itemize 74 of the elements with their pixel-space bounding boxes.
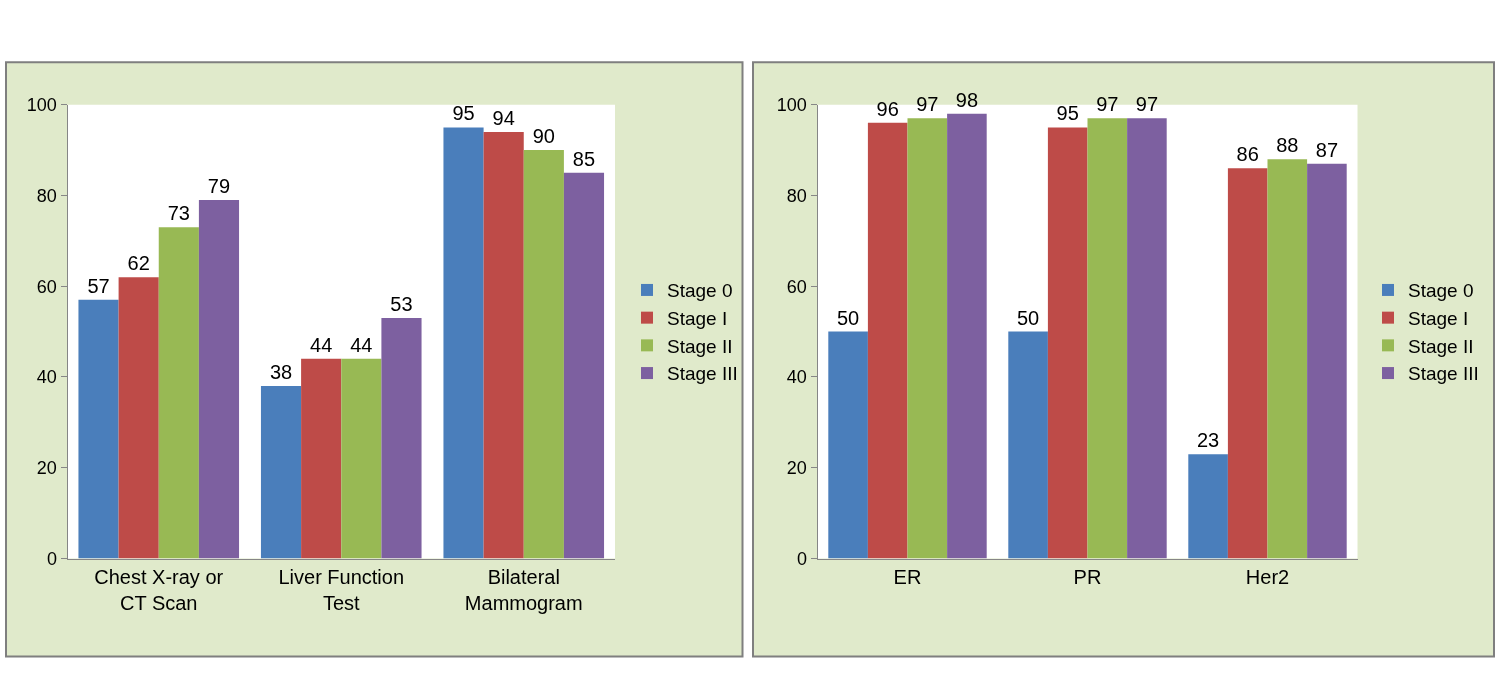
y-tick-label: 20 xyxy=(36,458,57,479)
data-label: 50 xyxy=(1016,306,1040,329)
data-label: 44 xyxy=(350,333,373,356)
bar xyxy=(563,172,605,559)
data-label: 97 xyxy=(1135,93,1159,116)
bar xyxy=(1267,159,1308,559)
bar xyxy=(828,331,868,559)
data-label: 98 xyxy=(955,88,979,111)
y-tick-label: 0 xyxy=(796,548,807,569)
bar xyxy=(1188,454,1228,559)
bar xyxy=(1307,163,1347,559)
bar xyxy=(198,199,240,559)
x-tick-label: Liver Function Test xyxy=(278,565,405,614)
legend-label: Stage I xyxy=(1408,308,1469,330)
data-label: 62 xyxy=(127,252,150,275)
bar xyxy=(158,227,199,559)
legend-label: Stage I xyxy=(667,308,728,330)
bar xyxy=(118,277,159,559)
data-label: 79 xyxy=(207,174,231,197)
bar xyxy=(260,386,302,559)
bar xyxy=(1227,168,1268,559)
data-label: 94 xyxy=(492,106,515,129)
data-label: 88 xyxy=(1276,134,1299,157)
legend-label: Stage II xyxy=(667,335,733,357)
legend-label: Stage III xyxy=(667,363,738,385)
data-label: 87 xyxy=(1315,138,1339,161)
x-tick-label: Bilateral Mammogram xyxy=(464,565,583,614)
data-label: 97 xyxy=(916,93,939,116)
y-tick-label: 40 xyxy=(36,367,57,388)
x-tick-label: Chest X-ray or CT Scan xyxy=(94,565,224,614)
bar xyxy=(443,127,484,559)
y-tick-label: 40 xyxy=(786,367,807,388)
bar xyxy=(1047,127,1088,559)
data-label: 23 xyxy=(1196,429,1220,452)
data-label: 50 xyxy=(836,306,860,329)
data-label: 96 xyxy=(876,97,899,120)
legend-label: Stage II xyxy=(1408,335,1474,357)
bar xyxy=(78,299,119,559)
data-label: 53 xyxy=(390,292,413,315)
y-tick-label: 60 xyxy=(36,276,57,297)
y-tick-label: 80 xyxy=(36,185,57,206)
bar xyxy=(381,317,422,559)
data-label: 38 xyxy=(269,361,293,384)
bar xyxy=(523,150,564,559)
legend-label: Stage 0 xyxy=(667,280,733,302)
bar xyxy=(907,118,948,559)
legend-label: Stage III xyxy=(1408,363,1479,385)
y-tick-label: 100 xyxy=(26,94,57,115)
data-label: 95 xyxy=(452,102,475,125)
data-label: 97 xyxy=(1096,93,1119,116)
data-label: 85 xyxy=(572,147,596,170)
x-tick-label: ER xyxy=(893,565,922,588)
legend-label: Stage 0 xyxy=(1408,280,1474,302)
data-label: 90 xyxy=(532,125,555,148)
x-tick-label: Her2 xyxy=(1245,565,1290,588)
bar xyxy=(947,113,987,559)
bar xyxy=(341,358,382,559)
bar xyxy=(1008,331,1048,559)
y-tick-label: 100 xyxy=(776,94,807,115)
data-label: 73 xyxy=(167,202,190,225)
data-label: 86 xyxy=(1236,143,1259,166)
bar xyxy=(1127,118,1167,559)
data-label: 57 xyxy=(87,274,110,297)
bar xyxy=(867,122,908,559)
bar xyxy=(483,131,524,559)
y-tick-label: 80 xyxy=(786,185,807,206)
bar xyxy=(301,358,342,559)
y-tick-label: 20 xyxy=(786,458,807,479)
y-tick-label: 0 xyxy=(46,548,57,569)
data-label: 44 xyxy=(310,333,333,356)
data-label: 95 xyxy=(1056,102,1079,125)
bar xyxy=(1087,118,1128,559)
x-tick-label: PR xyxy=(1073,565,1102,588)
y-tick-label: 60 xyxy=(786,276,807,297)
